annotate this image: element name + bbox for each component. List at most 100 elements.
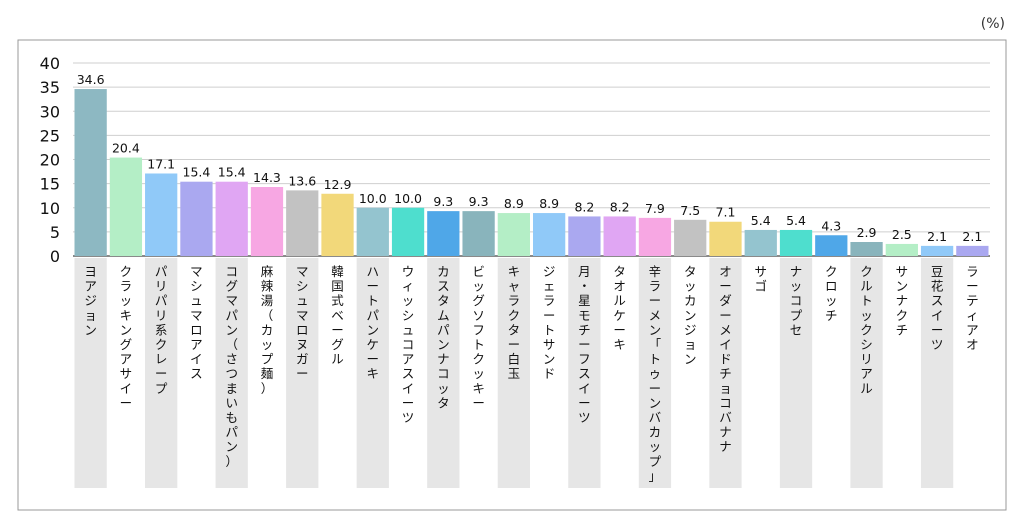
category-label: ラーティアオ [966,264,979,352]
data-label: 15.4 [218,165,246,180]
y-tick-label: 5 [50,223,60,242]
category-label: サゴ [754,264,767,294]
bar [286,190,319,256]
label-band [850,258,883,488]
category-label: オーダーメイドチョコバナナ [719,264,732,454]
bar [250,187,284,256]
bar [638,217,672,256]
data-label: 13.6 [288,173,316,188]
category-label: 韓国式ベーグル [331,264,344,367]
bar [920,245,954,256]
data-label: 5.4 [786,213,806,228]
y-tick-label: 30 [40,102,60,121]
data-label: 34.6 [77,72,105,87]
data-label: 10.0 [359,191,387,206]
y-tick-label: 15 [40,175,60,194]
label-band [427,258,460,488]
y-tick-label: 20 [40,151,60,170]
bar [321,193,354,256]
category-label: マシュマロアイス [190,264,203,381]
label-band [286,258,319,488]
category-label: キャラクター白玉 [508,264,521,381]
data-label: 14.3 [253,170,281,185]
category-label: カスタムパンナコッタ [437,264,450,410]
bar [779,229,813,256]
bar [815,235,848,256]
category-label: ビッグソフトクッキー [472,264,485,410]
label-band [145,258,178,488]
label-band [709,258,742,488]
category-label: クロッチ [825,264,838,323]
bar [109,157,143,256]
category-label: ジェラートサンド [543,264,556,381]
data-label: 8.2 [610,199,630,214]
bar [356,207,389,256]
label-band [356,258,389,488]
data-label: 8.9 [504,196,524,211]
bar [709,221,742,256]
bar [674,219,707,256]
bar [462,211,495,256]
data-label: 17.1 [147,156,175,171]
category-label: ウィッシュコアスイーツ [402,264,415,425]
category-label: コグマパン（さつまいもパン） [225,264,238,469]
bar [885,243,918,256]
category-label: サンナクチ [896,264,909,337]
data-label: 2.1 [962,229,982,244]
data-label: 2.5 [892,227,912,242]
bar [603,216,636,256]
label-band [638,258,672,488]
category-label: 豆花スイーツ [931,264,944,352]
data-label: 9.3 [469,194,489,209]
data-label: 10.0 [394,191,422,206]
data-label: 2.9 [857,225,877,240]
unit-label: (%) [981,16,1005,32]
category-label: ナッコプセ [790,264,803,337]
bar [568,216,601,256]
data-label: 8.9 [539,196,559,211]
bar [391,207,425,256]
data-label: 7.1 [716,205,736,220]
y-tick-label: 40 [40,54,60,73]
category-label: クルトックシリアル [860,264,873,396]
category-label: クラッキングアサイー [120,264,133,410]
category-label: ハートパンケーキ [367,264,380,381]
bar [180,181,213,256]
bar [497,213,530,256]
data-label: 4.3 [821,218,841,233]
category-label: 麻辣湯（カップ麺） [261,264,274,396]
bar [215,181,248,256]
bar [427,211,460,256]
bar [74,89,107,257]
bar [145,173,178,256]
bar [744,229,777,256]
bar [956,245,989,256]
data-label: 15.4 [183,165,211,180]
category-label: マシュマロヌガー [296,264,309,381]
category-label: 月・星モチーフスイーツ [578,264,591,425]
label-band [497,258,530,488]
label-band [215,258,248,488]
category-label: ヨアジョン [84,264,97,337]
y-tick-label: 35 [40,78,60,97]
bar [533,213,566,256]
data-label: 8.2 [574,199,594,214]
y-tick-label: 10 [40,199,60,218]
data-label: 7.5 [680,203,700,218]
y-tick-label: 25 [40,126,60,145]
data-label: 2.1 [927,229,947,244]
label-band [920,258,954,488]
data-label: 7.9 [645,201,665,216]
category-label: 辛ラーメン「トゥーンバカップ」 [649,264,662,483]
label-band [74,258,107,488]
label-band [779,258,813,488]
data-label: 5.4 [751,213,771,228]
y-tick-label: 0 [50,247,60,266]
category-label: タオルケーキ [613,264,626,352]
bar [850,242,883,256]
data-label: 12.9 [324,177,352,192]
category-label: パリパリ系クレープ [155,264,168,396]
data-label: 9.3 [433,194,453,209]
category-label: タッカンジョン [684,264,697,367]
